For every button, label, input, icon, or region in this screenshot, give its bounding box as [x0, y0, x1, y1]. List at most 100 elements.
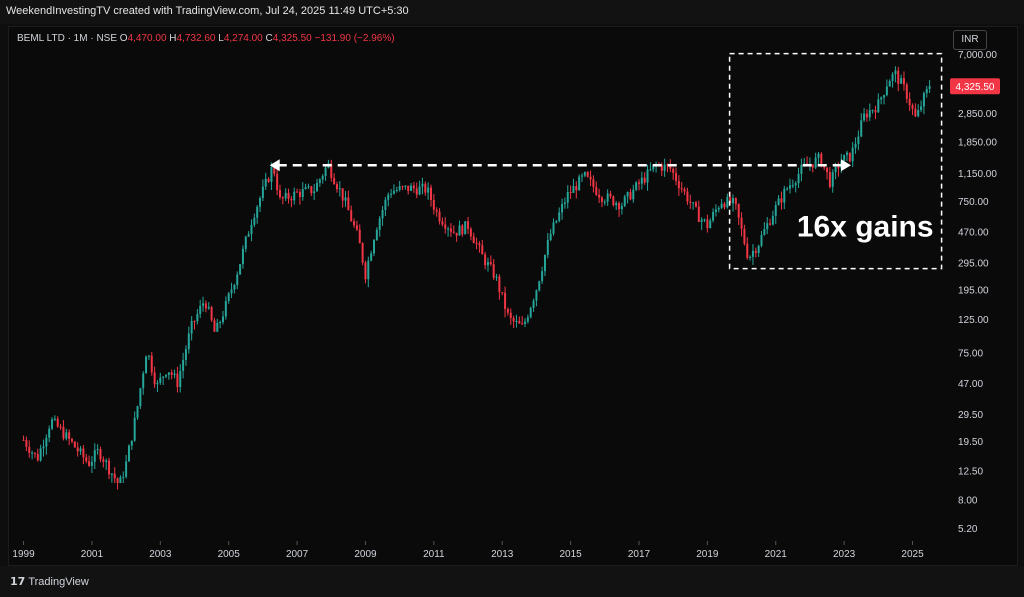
candle-body: [868, 110, 871, 118]
candle-body: [652, 165, 655, 170]
candle-body: [68, 432, 71, 439]
candle-body: [484, 254, 487, 266]
y-tick-label: 7,000.00: [958, 50, 997, 61]
candle-body: [811, 164, 814, 168]
y-tick-label: 2,850.00: [958, 109, 997, 120]
candle-body: [854, 143, 857, 148]
candle-body: [85, 457, 88, 462]
candle-body: [427, 187, 430, 193]
candle-body: [635, 182, 638, 190]
candle-body: [475, 243, 478, 245]
candle-body: [469, 228, 472, 237]
candle-body: [145, 356, 148, 374]
candle-body: [823, 166, 826, 168]
candle-body: [897, 70, 900, 84]
candle-body: [88, 461, 91, 466]
candle-body: [843, 154, 846, 162]
candle-body: [224, 300, 227, 317]
candle-body: [96, 449, 99, 451]
candle-body: [156, 382, 159, 385]
candle-body: [589, 176, 592, 180]
candle-body: [278, 190, 281, 198]
candle-body: [350, 210, 353, 222]
x-tick-label: 2013: [491, 549, 514, 560]
candle-body: [387, 194, 390, 200]
candle-body: [113, 473, 116, 479]
candle-body: [165, 374, 168, 377]
y-tick-label: 29.50: [958, 410, 983, 421]
y-tick-label: 1,150.00: [958, 169, 997, 180]
candle-body: [541, 271, 544, 282]
candle-body: [82, 448, 85, 458]
candle-body: [93, 450, 96, 462]
candle-body: [227, 293, 230, 301]
candle-body: [894, 70, 897, 75]
candle-body: [418, 186, 421, 195]
candle-body: [184, 349, 187, 361]
candle-body: [367, 260, 370, 280]
candle-body: [31, 452, 34, 454]
candle-body: [640, 177, 643, 184]
candle-body: [447, 228, 450, 230]
candle-body: [900, 78, 903, 84]
candle-body: [734, 198, 737, 204]
candle-body: [820, 153, 823, 167]
candle-body: [581, 175, 584, 177]
candle-body: [486, 262, 489, 266]
candle-body: [241, 248, 244, 265]
annotations: 16x gains: [269, 52, 943, 270]
candle-body: [335, 184, 338, 190]
credit-bar: WeekendInvestingTV created with TradingV…: [0, 0, 1024, 24]
candle-body: [826, 167, 829, 173]
symbol-label[interactable]: BEML LTD · 1M · NSE: [17, 33, 118, 44]
candle-body: [555, 220, 558, 223]
x-tick-label: 2001: [81, 549, 104, 560]
candle-body: [871, 110, 874, 112]
candle-body: [273, 166, 276, 174]
candle-body: [344, 197, 347, 201]
candle-body: [575, 186, 578, 191]
candle-body: [623, 196, 626, 206]
tradingview-logo[interactable]: 17 TradingView: [10, 575, 89, 588]
candle-body: [489, 262, 492, 265]
candle-body: [56, 418, 59, 427]
candle-body: [851, 147, 854, 162]
candle-body: [136, 406, 139, 418]
gains-box: [728, 52, 943, 270]
candle-body: [857, 136, 860, 144]
candle-body: [797, 173, 800, 184]
candle-body: [771, 215, 774, 225]
candle-body: [504, 292, 507, 310]
candle-body: [666, 164, 669, 166]
chart-frame[interactable]: [8, 26, 1018, 566]
candle-body: [162, 376, 165, 378]
candle-body: [324, 167, 327, 177]
candle-body: [147, 355, 150, 357]
candle-body: [79, 448, 82, 452]
candle-body: [196, 313, 199, 322]
candle-body: [204, 303, 207, 309]
currency-selector[interactable]: INR: [953, 30, 987, 50]
candle-body: [883, 95, 886, 98]
candle-body: [233, 285, 236, 290]
candle-body: [353, 221, 356, 226]
candle-body: [663, 164, 666, 171]
candle-body: [732, 198, 735, 204]
candle-body: [874, 110, 877, 113]
candle-body: [583, 172, 586, 176]
candle-body: [398, 186, 401, 190]
y-tick-label: 125.00: [958, 315, 989, 326]
candle-body: [509, 312, 512, 319]
candle-body: [110, 473, 113, 475]
candle-body: [438, 211, 441, 222]
candle-body: [404, 185, 407, 187]
candle-body: [749, 256, 752, 258]
candle-body: [646, 169, 649, 183]
candle-body: [105, 460, 108, 462]
candle-body: [777, 198, 780, 206]
candle-body: [834, 166, 837, 173]
candle-body: [860, 120, 863, 137]
candle-body: [885, 86, 888, 96]
candle-body: [578, 176, 581, 191]
